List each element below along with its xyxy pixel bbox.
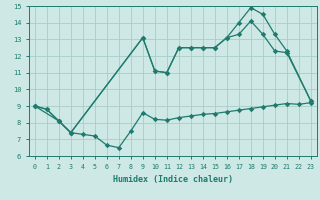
X-axis label: Humidex (Indice chaleur): Humidex (Indice chaleur) [113, 175, 233, 184]
